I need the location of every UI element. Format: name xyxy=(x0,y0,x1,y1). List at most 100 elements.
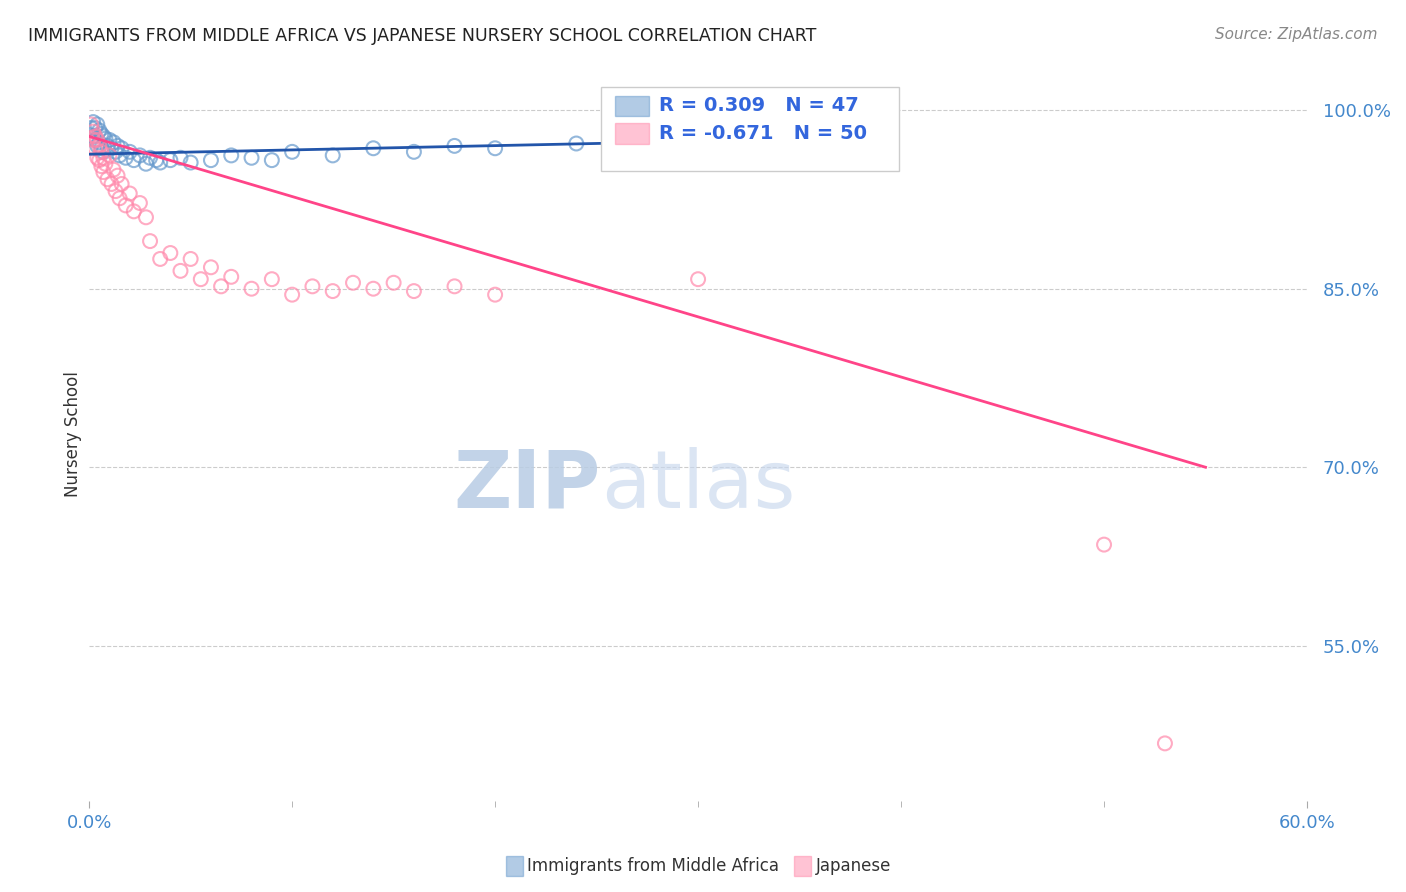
Point xyxy=(129,148,152,162)
Point xyxy=(122,204,145,219)
Point xyxy=(129,196,152,211)
Point xyxy=(104,184,127,198)
Point xyxy=(89,123,111,137)
Point xyxy=(82,133,104,147)
Point xyxy=(322,284,344,298)
Point xyxy=(90,159,112,173)
Point xyxy=(98,133,121,147)
Point xyxy=(82,115,104,129)
Point xyxy=(159,246,181,260)
Point xyxy=(149,252,172,266)
Point xyxy=(118,145,141,159)
Point xyxy=(342,276,364,290)
Point xyxy=(90,145,112,159)
Point xyxy=(363,141,385,155)
Point xyxy=(96,172,118,186)
Point xyxy=(122,153,145,168)
Point xyxy=(135,211,157,225)
Point xyxy=(200,153,222,168)
Point xyxy=(108,191,131,205)
Point xyxy=(240,282,263,296)
Point xyxy=(80,121,103,136)
Point xyxy=(484,287,506,301)
FancyBboxPatch shape xyxy=(616,123,650,144)
Point xyxy=(808,134,831,148)
Point xyxy=(484,141,506,155)
Point xyxy=(647,133,669,147)
Point xyxy=(219,269,242,284)
FancyBboxPatch shape xyxy=(600,87,898,171)
Point xyxy=(96,139,118,153)
Point xyxy=(402,145,425,159)
Point xyxy=(180,252,202,266)
Point xyxy=(240,151,263,165)
Point xyxy=(80,118,103,132)
Point xyxy=(322,148,344,162)
Point xyxy=(139,234,162,248)
Point xyxy=(114,151,136,165)
Point xyxy=(84,129,107,144)
Point xyxy=(93,129,115,144)
Text: R = 0.309   N = 47: R = 0.309 N = 47 xyxy=(659,96,859,115)
Point xyxy=(281,287,304,301)
Point xyxy=(108,148,131,162)
Point xyxy=(86,118,108,132)
Point xyxy=(190,272,212,286)
Text: IMMIGRANTS FROM MIDDLE AFRICA VS JAPANESE NURSERY SCHOOL CORRELATION CHART: IMMIGRANTS FROM MIDDLE AFRICA VS JAPANES… xyxy=(28,27,817,45)
Point xyxy=(89,139,111,153)
Point xyxy=(111,177,134,191)
Point xyxy=(219,148,242,162)
Point xyxy=(93,151,115,165)
Point xyxy=(103,162,125,177)
Point xyxy=(688,272,710,286)
Point xyxy=(86,133,108,147)
Point xyxy=(82,129,104,144)
Point xyxy=(86,139,108,153)
Text: atlas: atlas xyxy=(600,447,794,524)
Point xyxy=(89,136,111,150)
Y-axis label: Nursery School: Nursery School xyxy=(65,372,82,498)
Point xyxy=(149,155,172,169)
Point xyxy=(94,132,117,146)
Point xyxy=(107,139,129,153)
Point xyxy=(180,155,202,169)
Point xyxy=(98,148,121,162)
Point xyxy=(443,279,465,293)
Point xyxy=(82,125,104,139)
Point xyxy=(84,121,107,136)
Point xyxy=(301,279,323,293)
Point xyxy=(402,284,425,298)
Point xyxy=(727,129,749,144)
Point xyxy=(86,151,108,165)
Point xyxy=(169,151,191,165)
Point xyxy=(84,133,107,147)
Point xyxy=(260,272,283,286)
Point xyxy=(118,186,141,201)
Text: Japanese: Japanese xyxy=(815,857,891,875)
Point xyxy=(107,169,129,183)
Point xyxy=(1092,538,1115,552)
Text: R = -0.671   N = 50: R = -0.671 N = 50 xyxy=(659,124,868,143)
FancyBboxPatch shape xyxy=(616,95,650,116)
Point xyxy=(93,145,115,159)
Point xyxy=(90,141,112,155)
Point xyxy=(145,153,167,168)
Point xyxy=(100,177,122,191)
Text: Source: ZipAtlas.com: Source: ZipAtlas.com xyxy=(1215,27,1378,42)
Point xyxy=(200,260,222,275)
Point xyxy=(93,165,115,179)
Point xyxy=(114,198,136,212)
Point xyxy=(443,139,465,153)
Point xyxy=(281,145,304,159)
Point xyxy=(90,127,112,141)
Point xyxy=(139,151,162,165)
Point xyxy=(1154,736,1177,750)
Point xyxy=(111,141,134,155)
Point xyxy=(100,141,122,155)
Point xyxy=(94,157,117,171)
Point xyxy=(159,153,181,168)
Point xyxy=(382,276,405,290)
Text: Immigrants from Middle Africa: Immigrants from Middle Africa xyxy=(527,857,779,875)
Point xyxy=(260,153,283,168)
Point xyxy=(84,141,107,155)
